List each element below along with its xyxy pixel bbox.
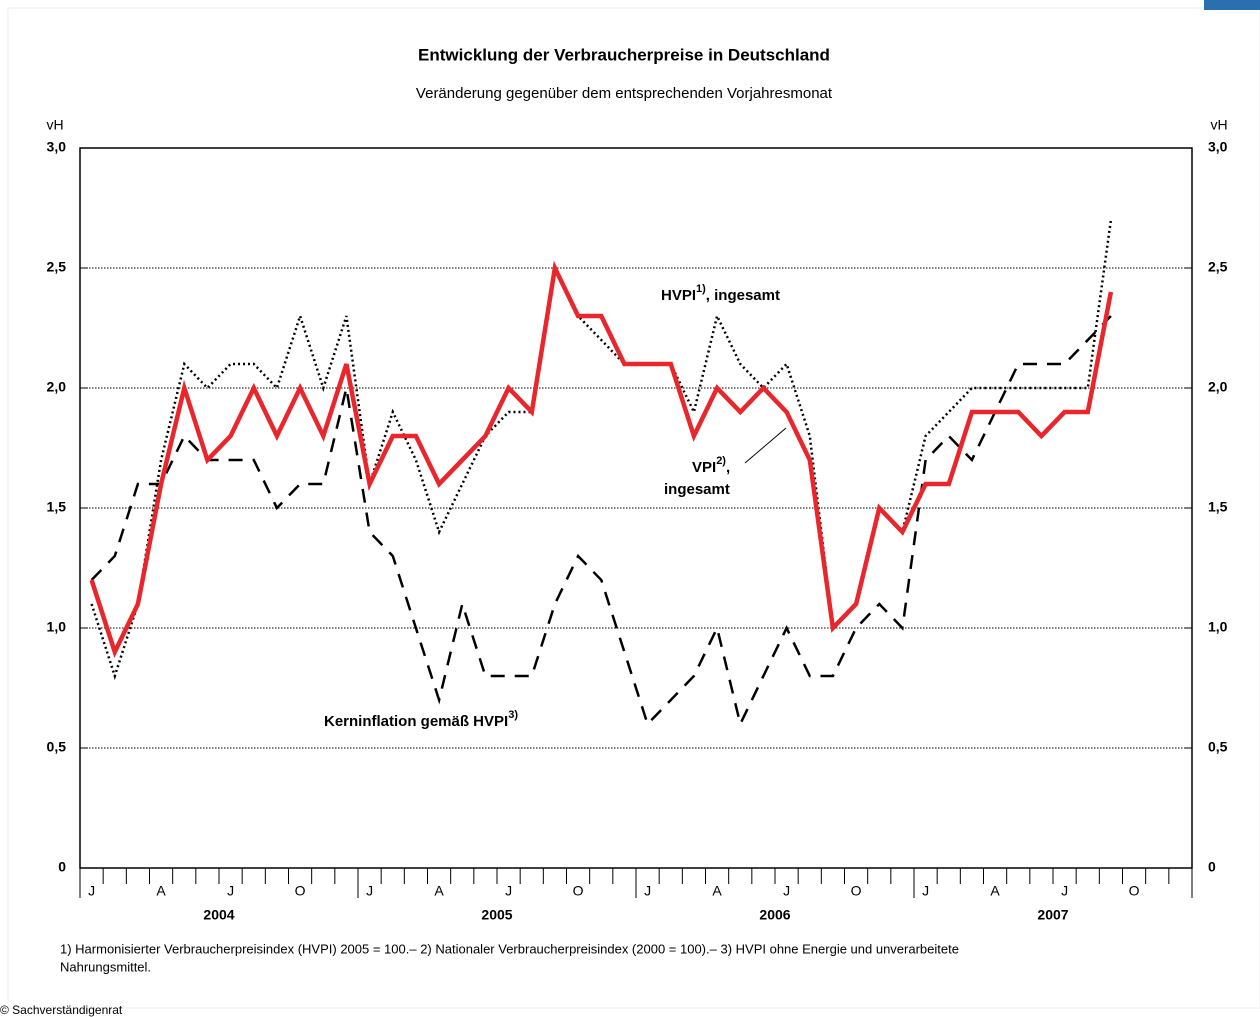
chart-subtitle: Veränderung gegenüber dem entsprechenden… xyxy=(416,85,833,102)
y-tick-label: 2,0 xyxy=(47,379,67,395)
x-tick-label: A xyxy=(156,883,166,899)
footnote: 1) Harmonisierter Verbraucherpreisindex … xyxy=(60,941,959,956)
chart-title: Entwicklung der Verbraucherpreise in Deu… xyxy=(418,45,830,64)
footnote: Nahrungsmittel. xyxy=(60,959,151,974)
y2-tick-label: 3,0 xyxy=(1208,139,1228,155)
y-tick-label: 0 xyxy=(58,859,66,875)
series-line xyxy=(90,315,1112,728)
year-label: 2004 xyxy=(203,907,234,923)
y2-tick-label: 0,5 xyxy=(1208,739,1228,755)
x-tick-label: O xyxy=(295,883,306,899)
y2-axis-label: vH xyxy=(1210,117,1227,133)
leader-line xyxy=(744,427,787,464)
source: © Sachverständigenrat xyxy=(0,1003,123,1017)
y2-tick-label: 2,5 xyxy=(1208,259,1228,275)
y2-tick-label: 1,5 xyxy=(1208,499,1228,515)
x-tick-label: O xyxy=(573,883,584,899)
x-tick-label: J xyxy=(505,883,512,899)
y-tick-label: 0,5 xyxy=(47,739,67,755)
year-label: 2007 xyxy=(1037,907,1068,923)
x-tick-label: J xyxy=(88,883,95,899)
x-tick-label: J xyxy=(783,883,790,899)
y-tick-label: 1,5 xyxy=(47,499,67,515)
panel xyxy=(7,7,1260,1009)
y2-tick-label: 1,0 xyxy=(1208,619,1228,635)
series-line xyxy=(90,219,1113,681)
x-tick-label: O xyxy=(851,883,862,899)
annotation-vpi-line2: ingesamt xyxy=(664,481,730,498)
x-tick-label: A xyxy=(712,883,722,899)
x-tick-label: A xyxy=(434,883,444,899)
annotation-core: Kerninflation gemäß HVPI3) xyxy=(324,709,518,730)
annotation-hvpi: HVPI1), ingesamt xyxy=(661,283,780,304)
y-tick-label: 1,0 xyxy=(47,619,67,635)
y-tick-label: 3,0 xyxy=(47,139,67,155)
year-label: 2006 xyxy=(759,907,790,923)
x-tick-label: A xyxy=(990,883,1000,899)
x-tick-label: O xyxy=(1129,883,1140,899)
y-tick-label: 2,5 xyxy=(47,259,67,275)
x-tick-label: J xyxy=(922,883,929,899)
x-tick-label: J xyxy=(644,883,651,899)
x-tick-label: J xyxy=(366,883,373,899)
corner-tab xyxy=(1204,0,1260,10)
y2-tick-label: 2,0 xyxy=(1208,379,1228,395)
y-axis-label: vH xyxy=(46,117,63,133)
series-line xyxy=(89,260,1114,659)
y2-tick-label: 0 xyxy=(1208,859,1216,875)
annotation-vpi: VPI2), xyxy=(692,455,730,476)
x-tick-label: J xyxy=(227,883,234,899)
year-label: 2005 xyxy=(481,907,512,923)
x-tick-label: J xyxy=(1061,883,1068,899)
